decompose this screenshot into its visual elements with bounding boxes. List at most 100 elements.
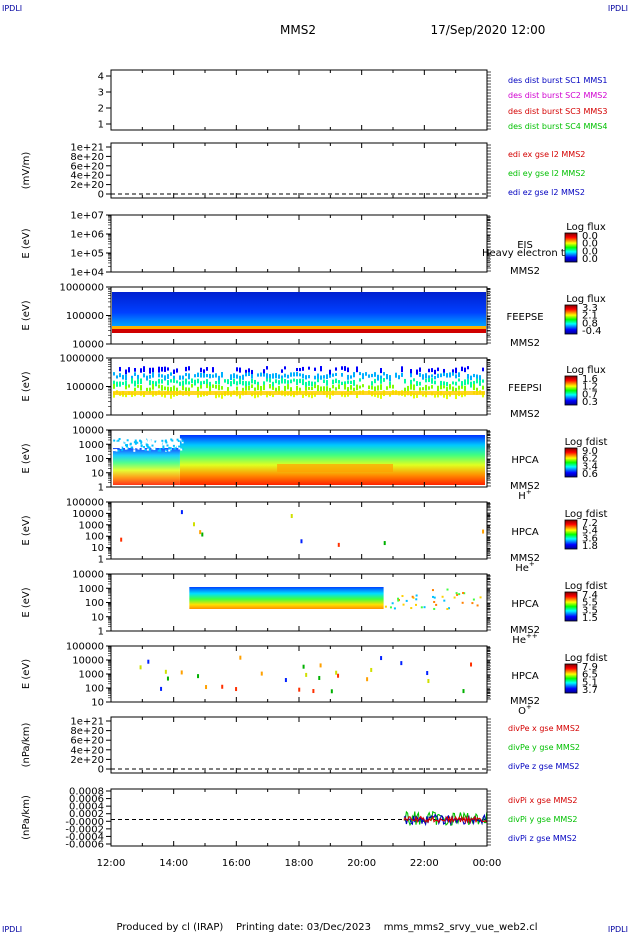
spectrogram-cell [431, 374, 433, 378]
spectrogram-cell [356, 392, 358, 399]
spectrogram-cell [308, 386, 310, 390]
spectrogram-cell [482, 367, 484, 372]
spectrogram-cell [433, 607, 436, 610]
spectrogram-cell [170, 379, 172, 383]
spectrogram-cell [401, 366, 403, 373]
spectrogram-cell [347, 380, 349, 384]
colorbar-tick-label: 6.5 [582, 670, 598, 681]
y-tick-label: 10000 [72, 570, 104, 581]
spectrogram-cell [380, 378, 382, 384]
y-axis-label: E (eV) [21, 587, 32, 617]
spectrogram-cell [290, 379, 292, 384]
spectrogram-region [189, 587, 384, 609]
spectrogram-cell [160, 442, 163, 445]
spectrogram-cell [290, 387, 292, 392]
spectrogram-cell [178, 447, 181, 450]
colorbar-tick-label: 5.1 [582, 677, 598, 688]
spectrogram-cell [479, 596, 482, 599]
series-line [403, 815, 488, 825]
legend-entry: divPe y gse MMS2 [508, 743, 580, 752]
legend-entry: edi ez gse l2 MMS2 [508, 188, 585, 197]
spectrogram-cell [350, 380, 352, 385]
spectrogram-cell [200, 381, 202, 387]
spectrogram-cell [410, 369, 412, 375]
spectrogram-cell [144, 438, 147, 441]
spectrogram-cell [239, 375, 241, 381]
spectrogram-cell [455, 381, 457, 386]
spectrogram-cell [428, 386, 430, 390]
spectrogram-cell [337, 542, 340, 547]
y-tick-label: -0.0006 [65, 840, 104, 851]
spectrogram-cell [164, 366, 166, 372]
spectrogram-cell [329, 387, 331, 392]
spectrogram-cell [134, 387, 136, 392]
spectrogram-cell [120, 444, 123, 447]
spectrogram-cell [461, 381, 463, 387]
spectrogram-cell [130, 446, 133, 449]
spectrogram-cell [160, 686, 163, 691]
spectrogram-cell [446, 393, 448, 400]
spectrogram-cell [136, 441, 139, 444]
spectrogram-cell [380, 367, 382, 374]
instrument-label: HPCA [511, 455, 539, 466]
y-tick-label: 1 [98, 627, 104, 638]
spectrogram-cell [344, 381, 346, 387]
spectrogram-cell [308, 375, 310, 379]
y-tick-label: 10000 [72, 426, 104, 437]
spectrogram-cell [371, 385, 373, 390]
spectrogram-cell [428, 378, 430, 383]
spectrogram-cell [462, 591, 465, 594]
y-axis-label: E (eV) [21, 443, 32, 473]
spectrogram-cell [458, 593, 461, 596]
spectrogram-cell [218, 380, 220, 385]
spectrogram-cell [402, 603, 405, 606]
spectrogram-cell [326, 374, 328, 380]
spectrogram-cell [145, 440, 148, 443]
spectrogram-cell [392, 384, 394, 389]
spectrogram-cell [374, 386, 376, 392]
spectrogram-cell [203, 369, 205, 374]
spectrogram-cell [142, 447, 145, 450]
spectrogram-cell [290, 372, 292, 377]
spectrogram-cell [458, 385, 460, 390]
spectrogram-cell [335, 367, 337, 371]
y-axis-label: (mV/m) [21, 152, 32, 190]
spectrogram-cell [254, 387, 256, 391]
spectrogram-cell [455, 387, 457, 392]
spectrogram-cell [470, 662, 473, 667]
colorbar [564, 304, 578, 335]
y-tick-label: 0 [98, 190, 104, 201]
spectrogram-cell [437, 373, 439, 378]
spectrogram-cell [419, 372, 421, 377]
spectrogram-cell [320, 386, 322, 392]
spectrogram-cell [314, 381, 316, 386]
spectrogram-cell [476, 604, 479, 607]
date-title: 17/Sep/2020 12:00 [431, 23, 546, 37]
spectrogram-cell [251, 379, 253, 384]
spectrogram-cell [347, 374, 349, 380]
spectrogram-cell [416, 381, 418, 386]
spectrogram-cell [293, 372, 295, 377]
spectrogram-cell [239, 655, 242, 660]
spectrogram-cell [332, 385, 334, 389]
spectrogram-cell [344, 384, 346, 390]
spectrogram-cell [239, 367, 241, 373]
spectrogram-cell [125, 385, 127, 390]
x-tick-label: 14:00 [159, 858, 188, 869]
spectrogram-cell [298, 687, 301, 692]
corner-label-bottom-right: IPDLI [608, 925, 628, 934]
spectrogram-cell [332, 379, 334, 385]
spectrogram-cell [149, 367, 151, 374]
spectrogram-cell [302, 373, 304, 379]
spectrogram-cell [242, 380, 244, 386]
spectrogram-cell [254, 379, 256, 385]
spectrogram-cell [134, 442, 137, 445]
spectrogram-cell [427, 679, 430, 684]
legend-entry: divPi z gse MMS2 [508, 834, 577, 843]
spectrogram-cell [374, 378, 376, 384]
spectrogram-cell [125, 369, 127, 375]
spectrogram-cell [397, 599, 400, 602]
spectrogram-cell [317, 385, 319, 392]
spectrogram-cell [176, 387, 178, 392]
